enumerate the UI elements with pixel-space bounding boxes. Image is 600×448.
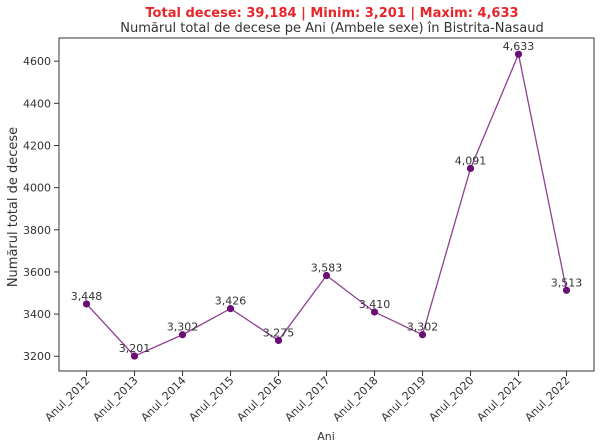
data-label: 4,633 [503,40,535,53]
y-tick-label: 4600 [23,55,51,68]
x-tick-label: Anul_2022 [522,374,572,424]
y-tick-label: 3800 [23,224,51,237]
data-point [274,336,283,345]
data-point [418,331,427,339]
x-tick-label: Anul_2012 [42,374,92,424]
data-point [514,50,523,58]
x-tick-label: Anul_2015 [186,374,236,424]
chart-title: Numărul total de decese pe Ani (Ambele s… [120,21,543,36]
y-tick-label: 4200 [23,139,51,152]
data-label: 3,426 [215,295,247,308]
x-tick-label: Anul_2018 [330,374,380,424]
series-line [86,52,568,357]
x-tick-label: Anul_2017 [282,374,332,424]
data-label: 4,091 [455,154,487,167]
x-axis-label: Ani [317,430,335,443]
data-point [130,352,139,360]
x-tick-label: Anul_2020 [426,374,476,424]
data-point [370,308,379,316]
x-tick-label: Anul_2013 [90,374,140,424]
data-label: 3,302 [407,321,439,334]
data-label: 3,583 [311,262,343,275]
x-tick-label: Anul_2021 [474,374,524,424]
x-tick-label: Anul_2014 [138,374,188,424]
data-labels: 3,448 3,201 3,302 3,426 3,275 3,583 3,410 3,302… [71,40,583,355]
y-tick-label: 4400 [23,97,51,110]
data-point [226,305,235,313]
data-point [178,331,187,339]
data-label: 3,275 [263,326,295,339]
plot-frame [58,37,595,372]
x-tick-label: Anul_2016 [234,374,284,424]
data-point [322,271,331,280]
data-label: 3,201 [119,342,151,355]
data-point [82,300,91,308]
x-tick-label: Anul_2019 [378,374,428,424]
series-markers [82,50,571,360]
y-tick-label: 3600 [23,266,51,279]
data-point [466,164,475,173]
data-label: 3,513 [551,276,583,289]
data-point [562,286,571,294]
x-axis: Anul_2012Anul_2013Anul_2014Anul_2015Anul… [42,371,573,424]
y-axis-label: Numărul total de decese [6,127,21,287]
y-tick-label: 3200 [23,350,51,363]
y-tick-label: 3400 [23,308,51,321]
chart-stats: Total decese: 39,184 | Minim: 3,201 | Ma… [145,6,518,21]
data-label: 3,302 [167,321,199,334]
y-axis: 3200 3400 3600 3800 4000 4200 4400 4600 [23,55,59,363]
data-label: 3,448 [71,290,103,303]
data-label: 3,410 [359,298,391,311]
y-tick-label: 4000 [23,182,51,195]
